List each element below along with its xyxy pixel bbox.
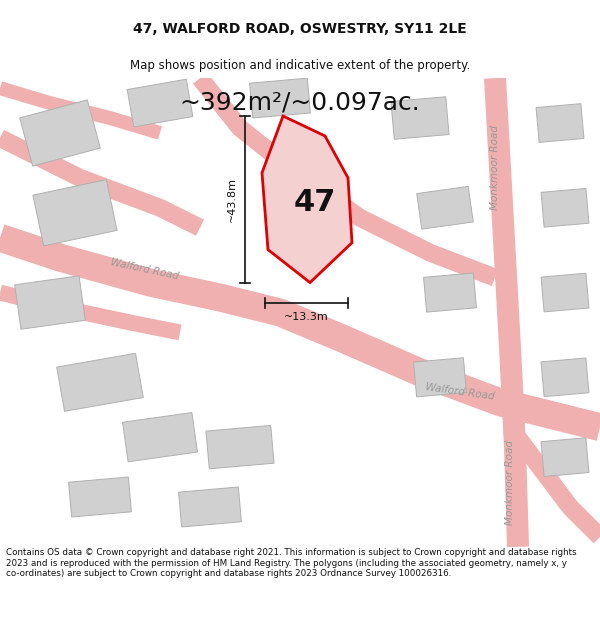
Polygon shape: [391, 97, 449, 139]
Text: Walford Road: Walford Road: [110, 258, 180, 282]
Polygon shape: [193, 72, 498, 286]
Polygon shape: [179, 487, 241, 527]
Polygon shape: [0, 81, 162, 139]
Polygon shape: [68, 477, 131, 517]
Text: ~13.3m: ~13.3m: [284, 312, 329, 322]
Polygon shape: [536, 104, 584, 142]
Polygon shape: [413, 357, 466, 397]
Polygon shape: [33, 179, 117, 246]
Polygon shape: [0, 224, 600, 441]
Polygon shape: [262, 116, 352, 282]
Polygon shape: [541, 438, 589, 476]
Polygon shape: [206, 426, 274, 469]
Polygon shape: [424, 273, 476, 312]
Polygon shape: [20, 100, 100, 166]
Text: 47: 47: [294, 188, 336, 218]
Polygon shape: [122, 412, 197, 462]
Polygon shape: [417, 186, 473, 229]
Polygon shape: [503, 422, 600, 543]
Text: Map shows position and indicative extent of the property.: Map shows position and indicative extent…: [130, 59, 470, 72]
Polygon shape: [127, 79, 193, 127]
Text: ~43.8m: ~43.8m: [227, 177, 237, 222]
Polygon shape: [484, 78, 529, 548]
Polygon shape: [57, 353, 143, 411]
Text: 47, WALFORD ROAD, OSWESTRY, SY11 2LE: 47, WALFORD ROAD, OSWESTRY, SY11 2LE: [133, 22, 467, 36]
Polygon shape: [0, 285, 182, 340]
Text: ~392m²/~0.097ac.: ~392m²/~0.097ac.: [179, 90, 421, 114]
Polygon shape: [541, 358, 589, 397]
Polygon shape: [250, 78, 310, 118]
Text: Monkmoor Road: Monkmoor Road: [505, 439, 515, 524]
Polygon shape: [0, 130, 204, 236]
Polygon shape: [541, 188, 589, 227]
Polygon shape: [14, 276, 85, 329]
Text: Monkmoor Road: Monkmoor Road: [490, 126, 500, 211]
Text: Walford Road: Walford Road: [425, 382, 495, 402]
Polygon shape: [541, 273, 589, 312]
Text: Contains OS data © Crown copyright and database right 2021. This information is : Contains OS data © Crown copyright and d…: [6, 549, 577, 578]
